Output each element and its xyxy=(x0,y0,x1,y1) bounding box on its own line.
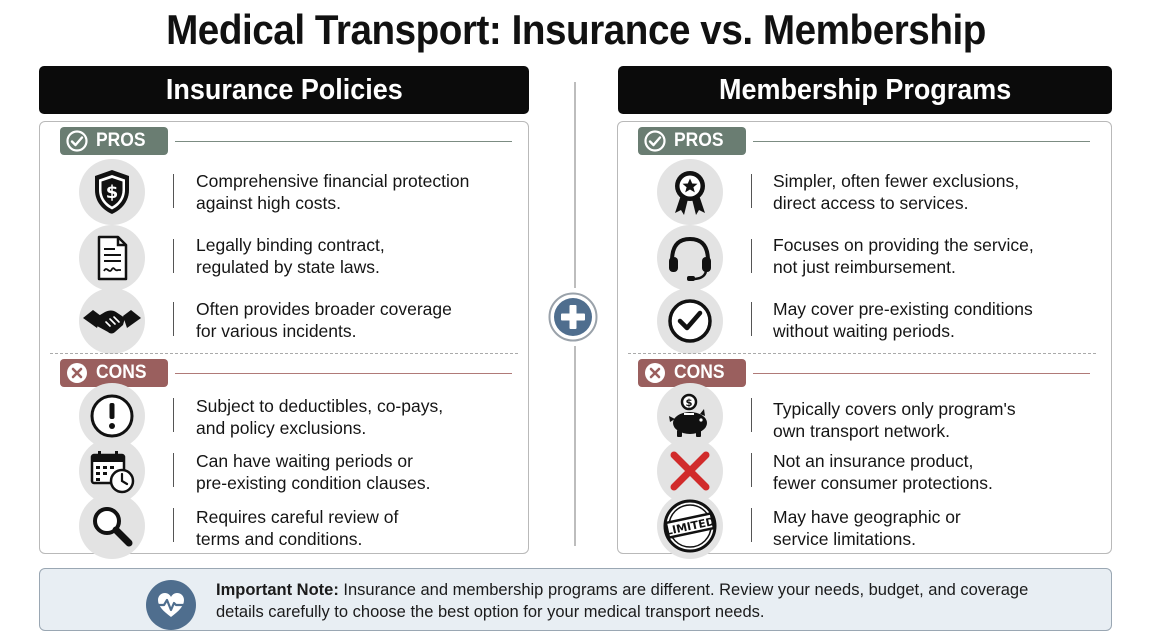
insurance-con-3: Requires careful review of terms and cond… xyxy=(196,507,399,549)
membership-pro-1: Simpler, often fewer exclusions, direct a… xyxy=(773,171,1020,213)
membership-cons-label: CONS xyxy=(674,362,725,383)
membership-pro-2: Focuses on providing the service, not jus… xyxy=(773,235,1034,277)
svg-text:$: $ xyxy=(686,398,693,409)
insurance-pros-tag: PROS xyxy=(60,127,168,155)
insurance-header: Insurance Policies xyxy=(39,66,529,114)
note-line-2: details carefully to choose the best opt… xyxy=(216,603,765,621)
membership-con-3: May have geographic or service limitation… xyxy=(773,507,961,549)
x-circle-icon xyxy=(67,363,87,383)
insurance-con-1: Subject to deductibles, co-pays, and poli… xyxy=(196,396,444,438)
center-divider-top xyxy=(574,82,576,288)
row-separator xyxy=(751,239,752,273)
membership-pros-tag: PROS xyxy=(638,127,746,155)
headset-icon xyxy=(657,225,723,291)
membership-header-label: Membership Programs xyxy=(718,74,1012,106)
membership-pro-3: May cover pre-existing conditions without… xyxy=(773,299,1033,341)
handshake-icon xyxy=(79,288,145,354)
shield-dollar-icon: $ xyxy=(79,159,145,225)
important-note-box: Important Note: Insurance and membership… xyxy=(39,568,1112,631)
checkmark-circle-icon xyxy=(657,288,723,354)
x-circle-icon xyxy=(645,363,665,383)
insurance-pro-1: Comprehensive financial protection agains… xyxy=(196,171,470,213)
note-label: Important Note: xyxy=(216,581,339,599)
note-line-1: Insurance and membership programs are di… xyxy=(343,581,1029,599)
membership-panel: PROS Simpler, often fewer exclusions, dir… xyxy=(617,121,1112,559)
row-separator xyxy=(751,398,752,432)
membership-pros-rule xyxy=(753,141,1090,142)
heart-pulse-icon xyxy=(146,580,196,630)
contract-document-icon xyxy=(79,225,145,291)
row-separator xyxy=(751,302,752,336)
magnifier-icon xyxy=(79,493,145,559)
membership-header: Membership Programs xyxy=(618,66,1112,114)
important-note-text: Important Note: Insurance and membership… xyxy=(216,579,1096,623)
membership-cons-tag: CONS xyxy=(638,359,746,387)
check-circle-icon xyxy=(66,130,88,152)
row-separator xyxy=(173,174,174,208)
plus-icon xyxy=(548,292,598,342)
row-separator xyxy=(751,453,752,487)
membership-con-2: Not an insurance product, fewer consumer … xyxy=(773,451,993,493)
row-separator xyxy=(173,302,174,336)
row-separator xyxy=(751,508,752,542)
award-ribbon-icon xyxy=(657,159,723,225)
insurance-pros-rule xyxy=(175,141,512,142)
insurance-pro-3: Often provides broader coverage for vario… xyxy=(196,299,452,341)
insurance-header-label: Insurance Policies xyxy=(165,74,403,106)
check-circle-icon xyxy=(644,130,666,152)
row-separator xyxy=(173,398,174,432)
insurance-pros-label: PROS xyxy=(96,130,146,151)
center-divider-bottom xyxy=(574,346,576,546)
row-separator xyxy=(173,508,174,542)
pros-cons-divider xyxy=(628,353,1096,354)
row-separator xyxy=(173,453,174,487)
row-separator xyxy=(173,239,174,273)
insurance-con-2: Can have waiting periods or pre-existing … xyxy=(196,451,431,493)
row-separator xyxy=(751,174,752,208)
insurance-pro-2: Legally binding contract, regulated by st… xyxy=(196,235,385,277)
membership-pros-label: PROS xyxy=(674,130,724,151)
pros-cons-divider xyxy=(50,353,518,354)
page-title: Medical Transport: Insurance vs. Members… xyxy=(166,6,986,53)
membership-con-1: Typically covers only program's own trans… xyxy=(773,399,1016,441)
insurance-cons-tag: CONS xyxy=(60,359,168,387)
svg-text:$: $ xyxy=(106,182,119,203)
insurance-cons-label: CONS xyxy=(96,362,147,383)
insurance-panel: PROS $ Comprehensive financial protectio… xyxy=(39,121,529,559)
limited-stamp-icon: LIMITED xyxy=(657,493,723,559)
membership-cons-rule xyxy=(753,373,1090,374)
insurance-cons-rule xyxy=(175,373,512,374)
